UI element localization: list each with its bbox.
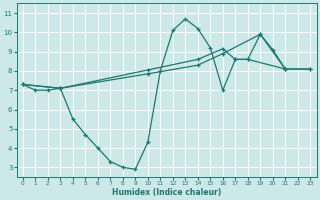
X-axis label: Humidex (Indice chaleur): Humidex (Indice chaleur) (112, 188, 221, 197)
